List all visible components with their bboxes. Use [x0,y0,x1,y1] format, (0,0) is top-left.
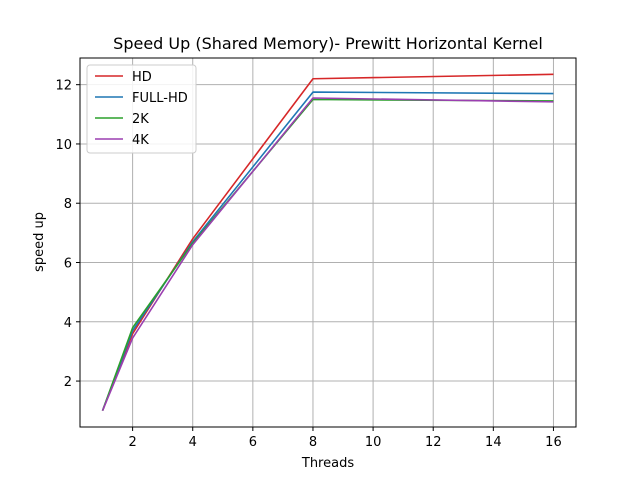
y-tick-label: 4 [64,316,72,331]
legend-box [86,64,197,154]
x-tick-label: 10 [365,435,382,450]
x-tick-label: 6 [249,435,257,450]
x-tick-label: 2 [128,435,136,450]
legend-label: 4K [132,133,149,148]
y-tick-label: 12 [55,79,72,94]
x-tick-label: 16 [545,435,562,450]
plot-frame [79,57,577,428]
x-tick-label: 4 [189,435,197,450]
x-axis: 2 4 6 8 10 12 14 16 [128,427,562,450]
plot-lines [101,73,554,412]
legend: HD FULL-HD 2K 4K [86,64,197,154]
legend-label: HD [132,70,152,85]
y-axis-label: speed up [32,212,47,272]
chart-title: Speed Up (Shared Memory)- Prewitt Horizo… [113,34,543,53]
y-tick-label: 2 [64,375,72,390]
y-axis: 2 4 6 8 10 12 [55,79,80,390]
grid [80,58,576,427]
legend-label: FULL-HD [132,91,188,106]
x-tick-label: 14 [485,435,502,450]
y-tick-label: 10 [55,138,72,153]
y-tick-label: 6 [64,257,72,272]
x-tick-label: 8 [309,435,317,450]
series-line-4k [101,97,554,412]
y-tick-label: 8 [64,197,72,212]
x-tick-label: 12 [425,435,442,450]
legend-label: 2K [132,112,149,127]
x-axis-label: Threads [301,456,354,471]
